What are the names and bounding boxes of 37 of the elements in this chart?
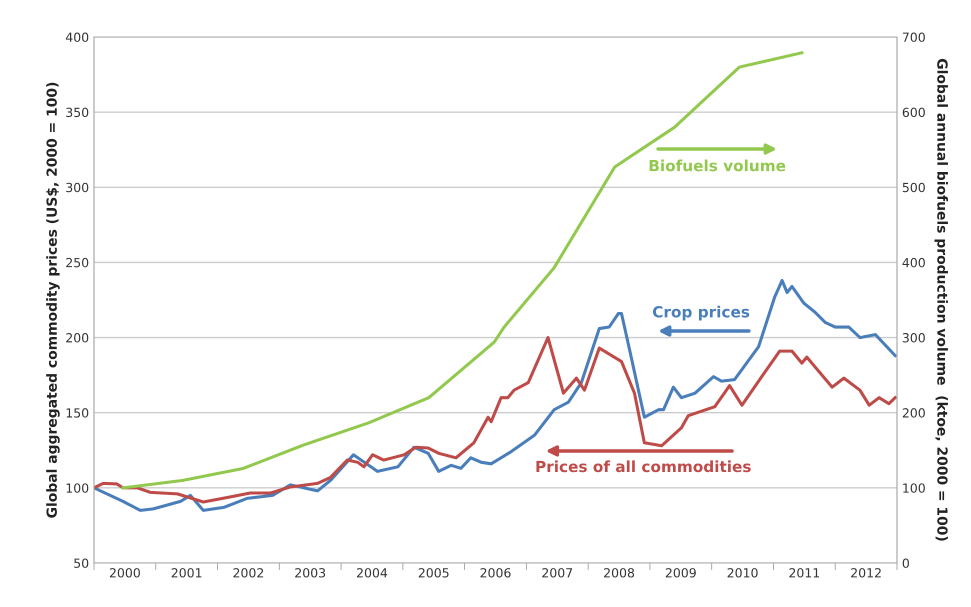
- line-series: [94, 336, 897, 504]
- y2-tick-label: 400: [902, 258, 925, 268]
- x-tick-label: 2006: [480, 568, 511, 578]
- y-tick-label: 350: [66, 108, 88, 118]
- y-tick-label: 300: [66, 182, 88, 192]
- annotation: Biofuels volume: [650, 160, 786, 172]
- x-tick-label: 2007: [542, 568, 572, 578]
- x-tick-label: 2002: [233, 568, 264, 578]
- y-tick-label: 50: [74, 558, 88, 568]
- annotation: Crop prices: [652, 306, 750, 321]
- y-tick-label: 400: [66, 32, 88, 42]
- y-tick-label: 250: [66, 258, 88, 268]
- x-tick-label: 2012: [851, 568, 881, 578]
- x-tick-label: 2009: [666, 568, 696, 578]
- x-tick-label: 2005: [418, 568, 449, 578]
- y2-tick-label: 0: [902, 558, 909, 568]
- x-tick-label: 2008: [604, 568, 634, 578]
- x-tick-label: 2011: [789, 568, 820, 578]
- y2-tick-label: 100: [903, 483, 925, 493]
- x-tick-label: 2001: [172, 568, 202, 578]
- y2-axis-title: Global annual biofuels production volume (ktoe, 2000 = 100): [934, 58, 948, 541]
- annotation: Prices of all commodities: [536, 460, 751, 472]
- y2-tick-label: 200: [902, 408, 925, 418]
- y-tick-label: 200: [66, 333, 88, 342]
- y-tick-label: 100: [66, 483, 88, 493]
- y2-tick-label: 600: [902, 108, 925, 118]
- y2-tick-label: 700: [902, 32, 925, 42]
- x-tick-label: 2003: [295, 568, 326, 578]
- y-tick-label: 150: [66, 408, 88, 418]
- line-series: [94, 278, 897, 512]
- x-tick-label: 2000: [110, 568, 140, 578]
- y2-tick-label: 500: [902, 182, 925, 192]
- line-series: [122, 51, 804, 490]
- y2-tick-label: 300: [902, 333, 925, 342]
- x-tick-label: 2010: [728, 568, 758, 578]
- x-tick-label: 2004: [356, 568, 388, 578]
- y-axis-title: Global aggregated commodity prices (US$, 2000 = 100): [46, 82, 60, 518]
